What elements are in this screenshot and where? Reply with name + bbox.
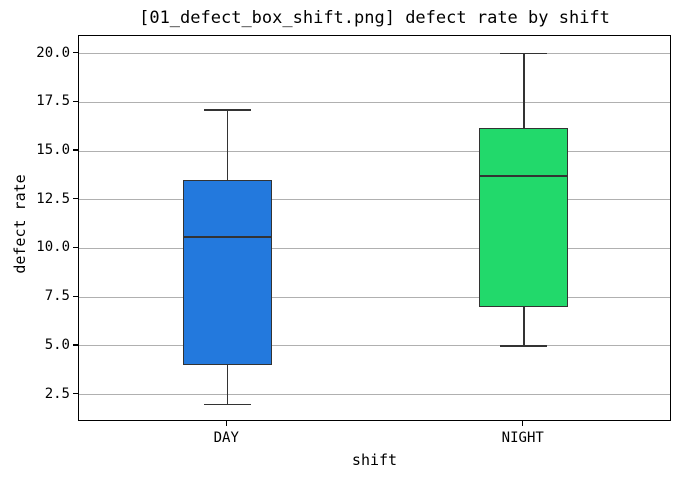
median-line-night	[479, 175, 569, 178]
x-tick-mark-day	[225, 421, 227, 426]
x-axis-label: shift	[351, 451, 398, 469]
y-tick-mark	[73, 51, 78, 54]
y-tick-mark	[73, 246, 78, 249]
gridline-y-17.5	[79, 101, 670, 103]
chart-title: [01_defect_box_shift.png] defect rate by…	[139, 8, 610, 28]
whisker-upper-night	[523, 53, 525, 128]
y-tick-label: 20.0	[36, 44, 70, 61]
whisker-cap-lower-day	[203, 403, 251, 406]
y-tick-mark	[73, 149, 78, 151]
whisker-lower-day	[226, 365, 228, 405]
x-tick-label-day: DAY	[213, 430, 239, 446]
gridline-y-12.5	[79, 199, 670, 201]
y-tick-mark	[73, 344, 78, 346]
gridline-y-5.0	[79, 345, 670, 347]
y-tick-mark	[73, 393, 78, 395]
gridline-y-2.5	[79, 394, 670, 396]
gridline-y-20.0	[79, 53, 670, 55]
y-tick-mark	[73, 198, 78, 200]
y-tick-label: 15.0	[36, 142, 70, 159]
whisker-cap-upper-day	[203, 109, 251, 111]
y-tick-label: 10.0	[36, 239, 70, 256]
x-tick-label-night: NIGHT	[501, 430, 544, 446]
x-tick-mark-night	[522, 421, 524, 426]
whisker-lower-night	[523, 306, 525, 346]
gridline-y-10.0	[79, 247, 670, 249]
y-tick-label: 7.5	[44, 288, 70, 305]
gridline-y-15.0	[79, 150, 670, 152]
median-line-day	[182, 235, 272, 238]
whisker-cap-lower-night	[500, 345, 548, 347]
y-tick-mark	[73, 295, 78, 297]
y-tick-label: 2.5	[44, 385, 70, 402]
box-day	[182, 180, 272, 366]
y-tick-label: 12.5	[36, 190, 70, 207]
box-night	[479, 127, 569, 307]
whisker-upper-day	[226, 110, 228, 181]
whisker-cap-upper-night	[500, 52, 548, 55]
y-tick-mark	[73, 100, 78, 102]
gridline-y-7.5	[79, 296, 670, 298]
y-tick-label: 5.0	[44, 336, 70, 353]
plot-area	[78, 35, 671, 421]
y-tick-label: 17.5	[36, 93, 70, 110]
